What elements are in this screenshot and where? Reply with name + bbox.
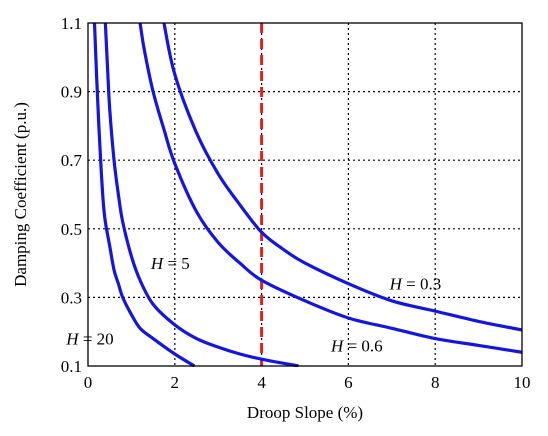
grid-layer	[88, 23, 522, 366]
series-line-1	[103, 22, 299, 367]
plot-frame	[87, 22, 523, 367]
x-tick-label: 6	[344, 373, 353, 392]
x-axis-ticks: 0 2 4 6 8 10	[84, 373, 531, 392]
y-tick-label: 0.3	[61, 288, 82, 307]
x-tick-label: 8	[431, 373, 440, 392]
curve-label: H = 5	[150, 254, 190, 273]
x-tick-label: 0	[84, 373, 93, 392]
y-tick-label: 1.1	[61, 14, 82, 33]
series-layer	[92, 22, 522, 367]
curve-label: H = 20	[65, 330, 113, 349]
x-tick-label: 10	[514, 373, 531, 392]
curve-annotations: H = 20 H = 5 H = 0.6 H = 0.3	[65, 254, 441, 355]
x-tick-label: 4	[257, 373, 266, 392]
y-axis-ticks: 0.1 0.3 0.5 0.7 0.9 1.1	[61, 14, 83, 376]
y-tick-label: 0.7	[61, 151, 83, 170]
y-tick-label: 0.5	[61, 220, 82, 239]
series-line-0	[92, 22, 196, 367]
curve-label: H = 0.6	[330, 336, 383, 355]
series-line-3	[162, 22, 522, 332]
x-axis-label: Droop Slope (%)	[247, 403, 363, 422]
y-axis-label: Damping Coefficient (p.u.)	[11, 102, 30, 287]
y-tick-label: 0.9	[61, 83, 82, 102]
x-tick-label: 2	[171, 373, 180, 392]
curve-label: H = 0.3	[389, 275, 442, 294]
series-line-2	[138, 22, 522, 354]
y-tick-label: 0.1	[61, 357, 82, 376]
